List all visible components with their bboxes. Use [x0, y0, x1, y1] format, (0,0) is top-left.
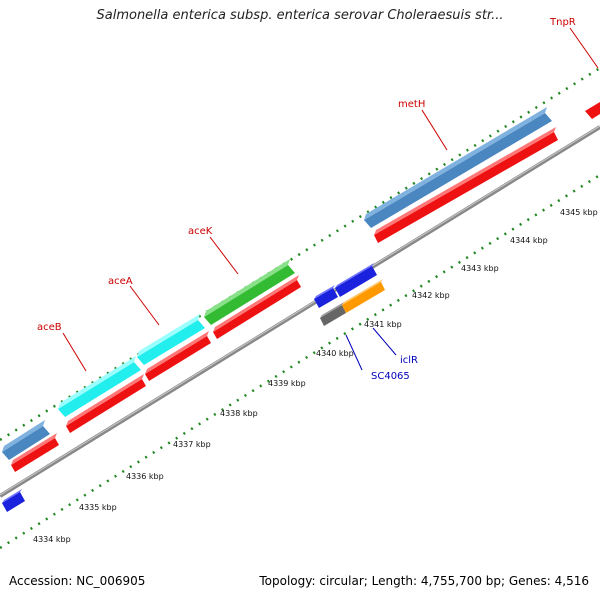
inner-features	[2, 263, 385, 512]
red-block-metH[interactable]	[374, 127, 558, 243]
inner-dotted-ruler	[0, 173, 600, 550]
tick-label: 4339 kbp	[268, 379, 306, 388]
tick-label: 4344 kbp	[510, 236, 548, 245]
outer-dotted-ruler	[0, 66, 600, 442]
tick-label: 4341 kbp	[364, 320, 402, 329]
reverse-strand-features	[11, 127, 558, 472]
label-leaders	[62, 27, 599, 372]
tick-label: 4337 kbp	[173, 440, 211, 449]
tick-label: 4342 kbp	[412, 291, 450, 300]
gene-label-metH[interactable]: metH	[398, 99, 425, 110]
gene-label-iclR[interactable]: iclR	[400, 355, 418, 366]
tick-labels: 4334 kbp 4335 kbp 4336 kbp 4337 kbp 4338…	[33, 208, 598, 544]
tick-label: 4336 kbp	[126, 472, 164, 481]
red-block-4[interactable]	[213, 275, 301, 339]
gene-block-steelblue-left[interactable]	[2, 420, 50, 460]
tick-label: 4334 kbp	[33, 535, 71, 544]
gray-block-SC4065[interactable]	[320, 302, 346, 326]
gene-block-aceK[interactable]	[204, 259, 295, 325]
gene-block-metH[interactable]	[364, 107, 552, 228]
blue-block-small[interactable]	[314, 285, 338, 308]
tick-label: 4338 kbp	[220, 409, 258, 418]
gene-label-aceB[interactable]: aceB	[37, 322, 62, 333]
tick-label: 4335 kbp	[79, 503, 117, 512]
forward-strand-features	[2, 102, 600, 460]
gene-label-aceA[interactable]: aceA	[108, 276, 133, 287]
tick-label: 4343 kbp	[461, 264, 499, 273]
gene-label-aceK[interactable]: aceK	[188, 226, 213, 237]
tick-label: 4340 kbp	[316, 349, 354, 358]
red-block-1[interactable]	[11, 433, 59, 472]
blue-block-large[interactable]	[335, 263, 377, 297]
blue-block-edge[interactable]	[2, 489, 25, 512]
tick-label: 4345 kbp	[560, 208, 598, 217]
gene-block-TnpR[interactable]	[585, 102, 600, 119]
gene-block-aceA[interactable]	[137, 314, 205, 365]
orange-block-iclR[interactable]	[342, 279, 385, 313]
genome-backbone	[0, 125, 600, 498]
topology-text: Topology: circular; Length: 4,755,700 bp…	[259, 574, 589, 588]
gene-block-aceB[interactable]	[58, 356, 141, 417]
accession-text: Accession: NC_006905	[9, 574, 146, 588]
gene-label-TnpR[interactable]: TnpR	[549, 17, 576, 28]
map-title: Salmonella enterica subsp. enterica sero…	[96, 8, 504, 23]
red-block-3[interactable]	[145, 331, 211, 381]
gene-label-SC4065[interactable]: SC4065	[371, 371, 410, 382]
red-block-2[interactable]	[66, 374, 146, 433]
